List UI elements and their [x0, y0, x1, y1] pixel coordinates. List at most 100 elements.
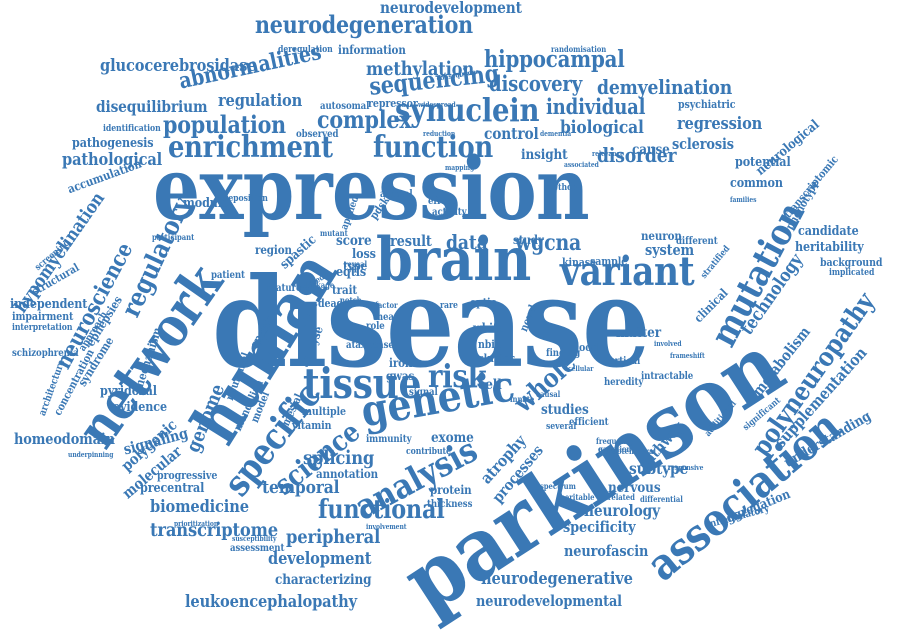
word: sclerosis [672, 137, 734, 152]
word: reveal [344, 260, 367, 268]
word: interpretation [12, 324, 72, 333]
word: unrelated [598, 493, 635, 501]
word: pyridoxal [100, 385, 157, 398]
word: insight [521, 148, 568, 162]
word: neurology [584, 503, 660, 519]
word: widespread [418, 101, 456, 108]
word: frameshift [670, 352, 705, 359]
word: relevance [592, 150, 624, 157]
word: cortical [604, 357, 640, 367]
word: stratified [700, 245, 732, 281]
word: responsive [668, 464, 703, 471]
word: several [546, 423, 576, 432]
word: participant [152, 233, 194, 241]
word: leukoencephalopathy [185, 594, 357, 611]
word: mapping [445, 164, 474, 171]
word: identification [103, 125, 161, 134]
word: feature [267, 284, 301, 294]
word: information [338, 44, 406, 56]
word: deposition [223, 195, 268, 204]
word: gwas [386, 370, 414, 382]
word: rare [440, 302, 458, 311]
word: activity [432, 208, 467, 218]
word: spectrum [540, 482, 576, 490]
word: specificity [563, 520, 635, 535]
word: exome [431, 431, 474, 445]
word: mutant [320, 229, 348, 237]
word: method [545, 184, 577, 193]
word: assessment [230, 544, 284, 554]
word: linkage [306, 281, 334, 289]
word: biological [560, 119, 644, 137]
word: schizophrenia [12, 349, 78, 359]
word: role [366, 322, 385, 332]
word: background [820, 257, 882, 268]
word: neurodevelopment [380, 0, 522, 16]
word: homeodomain [14, 432, 115, 447]
word: causal [536, 390, 560, 398]
word: prioritization [174, 520, 218, 527]
word: neurodegenerative [481, 571, 633, 588]
word: autosomal [320, 102, 369, 112]
word: implicated [829, 269, 874, 278]
word: matter [616, 326, 661, 340]
word: disequilibrium [96, 99, 207, 115]
word: candidate [798, 225, 859, 238]
word: psychiatric [678, 99, 735, 110]
word: impairment [12, 311, 73, 322]
word: data [446, 232, 488, 252]
word: control [484, 126, 539, 142]
word: involvement [366, 523, 407, 530]
word: heritability [795, 241, 864, 254]
word: innate [510, 395, 534, 403]
word: reduction [423, 130, 455, 137]
word: neurofascin [564, 544, 648, 559]
word: pathogenesis [72, 137, 153, 150]
word: cause [632, 143, 670, 157]
word: dementia [540, 130, 571, 137]
word: protein [430, 484, 472, 496]
word: optic [470, 297, 496, 308]
word: white [473, 322, 504, 334]
word: evidence [113, 401, 167, 414]
word: immunity [366, 435, 412, 445]
word: studies [541, 403, 589, 417]
word: study [513, 234, 544, 246]
word: susceptibility [232, 535, 276, 542]
word: heritable [560, 493, 594, 501]
word: multiple [302, 406, 346, 417]
word: associated [564, 161, 599, 168]
word: thickness [427, 500, 472, 510]
word: discovery [489, 73, 582, 94]
word: factor [375, 301, 398, 309]
word: annotation [316, 468, 378, 480]
word: glucocerebrosidase [100, 58, 256, 75]
word: sample [590, 256, 627, 267]
word: ganglion [598, 445, 631, 453]
word: progressive [157, 470, 217, 481]
word: families [730, 196, 756, 203]
word: demyelination [597, 77, 732, 97]
word: functional [318, 497, 444, 523]
word: iron [389, 357, 412, 369]
word: neurodevelopmental [476, 594, 622, 609]
word: different [676, 237, 718, 247]
word: involved [654, 340, 682, 347]
word: ataxia [346, 341, 375, 351]
word: contribute [406, 448, 451, 457]
word: result [390, 234, 432, 249]
word: intractable [641, 372, 693, 382]
word: regulation [218, 93, 302, 110]
word: splicing [303, 449, 374, 468]
word: frequency [596, 437, 634, 445]
word: cellular [568, 365, 593, 372]
word: nbia [478, 339, 501, 350]
word: common [730, 177, 783, 190]
word: patient [211, 271, 245, 281]
word: observed [296, 130, 338, 140]
word: case [373, 341, 394, 351]
word: individual [546, 96, 645, 117]
word: notch [340, 296, 362, 304]
word: effect [428, 197, 455, 207]
